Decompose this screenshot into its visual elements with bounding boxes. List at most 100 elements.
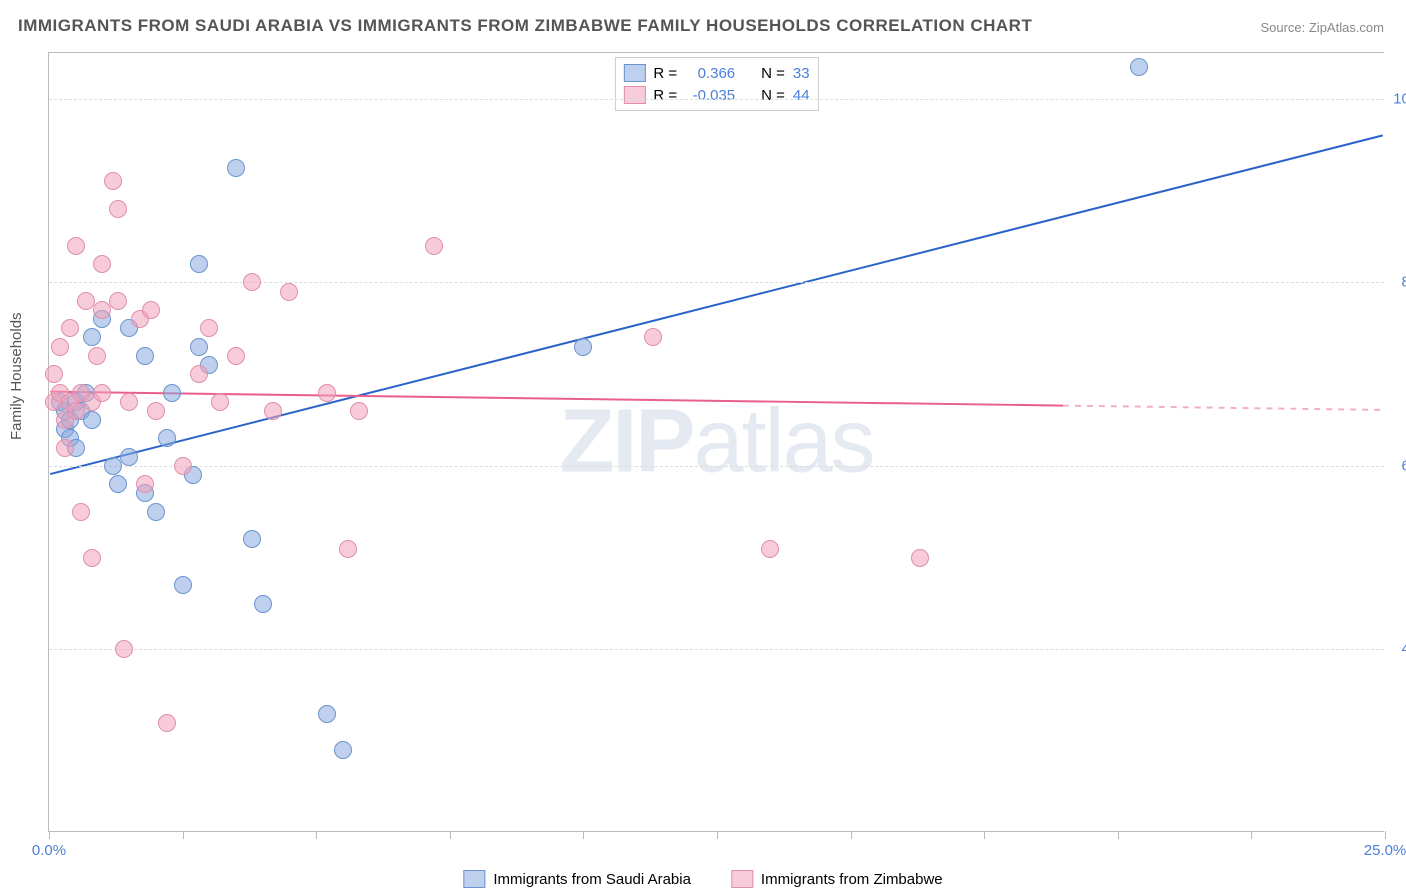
r-label: R = (653, 65, 677, 82)
point-zimbabwe (67, 402, 85, 420)
point-zimbabwe (136, 475, 154, 493)
point-zimbabwe (109, 292, 127, 310)
point-saudi (174, 576, 192, 594)
r-label: R = (653, 87, 677, 104)
n-label: N = (761, 65, 785, 82)
y-tick-label: 60.0% (1401, 457, 1406, 474)
point-zimbabwe (211, 393, 229, 411)
point-zimbabwe (243, 273, 261, 291)
watermark-atlas: atlas (693, 392, 873, 492)
point-saudi (334, 741, 352, 759)
point-saudi (1130, 58, 1148, 76)
regression-line (50, 135, 1383, 474)
regression-line-extrap (1063, 406, 1383, 410)
point-saudi (104, 457, 122, 475)
point-zimbabwe (318, 384, 336, 402)
swatch-zimbabwe-icon (731, 870, 753, 888)
point-zimbabwe (61, 319, 79, 337)
point-zimbabwe (51, 338, 69, 356)
point-zimbabwe (88, 347, 106, 365)
x-tick (717, 831, 718, 839)
legend-correlation: R = 0.366 N = 33 R = -0.035 N = 44 (614, 57, 818, 111)
r-value-saudi: 0.366 (685, 65, 735, 82)
point-zimbabwe (911, 549, 929, 567)
n-value-zimbabwe: 44 (793, 87, 810, 104)
point-saudi (158, 429, 176, 447)
x-tick (183, 831, 184, 839)
n-value-saudi: 33 (793, 65, 810, 82)
point-zimbabwe (83, 549, 101, 567)
legend-row-saudi: R = 0.366 N = 33 (623, 62, 809, 84)
point-saudi (227, 159, 245, 177)
point-zimbabwe (264, 402, 282, 420)
point-zimbabwe (147, 402, 165, 420)
swatch-saudi-icon (463, 870, 485, 888)
point-zimbabwe (158, 714, 176, 732)
point-zimbabwe (200, 319, 218, 337)
point-saudi (136, 347, 154, 365)
point-zimbabwe (115, 640, 133, 658)
source-attribution: Source: ZipAtlas.com (1260, 20, 1384, 35)
watermark: ZIPatlas (559, 391, 873, 494)
point-zimbabwe (72, 503, 90, 521)
point-zimbabwe (120, 393, 138, 411)
point-zimbabwe (227, 347, 245, 365)
point-zimbabwe (425, 237, 443, 255)
y-axis-label: Family Households (8, 312, 25, 440)
x-tick (1118, 831, 1119, 839)
point-zimbabwe (109, 200, 127, 218)
watermark-zip: ZIP (559, 392, 693, 492)
x-tick (1385, 831, 1386, 839)
regression-line (50, 392, 1063, 406)
x-tick (1251, 831, 1252, 839)
gridline-h (49, 99, 1384, 100)
point-saudi (190, 338, 208, 356)
point-zimbabwe (93, 255, 111, 273)
point-zimbabwe (280, 283, 298, 301)
x-tick (450, 831, 451, 839)
point-saudi (190, 255, 208, 273)
point-zimbabwe (45, 365, 63, 383)
point-zimbabwe (190, 365, 208, 383)
legend-series: Immigrants from Saudi Arabia Immigrants … (463, 870, 942, 888)
legend-item-saudi: Immigrants from Saudi Arabia (463, 870, 691, 888)
gridline-h (49, 649, 1384, 650)
legend-label-saudi: Immigrants from Saudi Arabia (493, 871, 691, 888)
point-zimbabwe (93, 384, 111, 402)
swatch-zimbabwe (623, 86, 645, 104)
x-tick (49, 831, 50, 839)
y-tick-label: 40.0% (1401, 641, 1406, 658)
x-tick (583, 831, 584, 839)
scatter-plot-area: ZIPatlas R = 0.366 N = 33 R = -0.035 N =… (48, 52, 1384, 832)
point-saudi (109, 475, 127, 493)
point-zimbabwe (104, 172, 122, 190)
point-saudi (120, 448, 138, 466)
point-zimbabwe (761, 540, 779, 558)
legend-label-zimbabwe: Immigrants from Zimbabwe (761, 871, 943, 888)
point-saudi (147, 503, 165, 521)
point-zimbabwe (644, 328, 662, 346)
swatch-saudi (623, 64, 645, 82)
n-label: N = (761, 87, 785, 104)
regression-lines-layer (49, 53, 1384, 831)
point-saudi (318, 705, 336, 723)
x-tick-label: 0.0% (32, 842, 66, 859)
source-name: ZipAtlas.com (1309, 20, 1384, 35)
point-saudi (254, 595, 272, 613)
legend-row-zimbabwe: R = -0.035 N = 44 (623, 84, 809, 106)
y-tick-label: 80.0% (1401, 274, 1406, 291)
point-saudi (83, 411, 101, 429)
r-value-zimbabwe: -0.035 (685, 87, 735, 104)
point-zimbabwe (56, 439, 74, 457)
legend-item-zimbabwe: Immigrants from Zimbabwe (731, 870, 943, 888)
point-zimbabwe (93, 301, 111, 319)
point-saudi (163, 384, 181, 402)
x-tick (316, 831, 317, 839)
point-zimbabwe (174, 457, 192, 475)
source-label: Source: (1260, 20, 1308, 35)
y-tick-label: 100.0% (1393, 90, 1406, 107)
x-tick (851, 831, 852, 839)
chart-title: IMMIGRANTS FROM SAUDI ARABIA VS IMMIGRAN… (18, 16, 1032, 36)
point-saudi (574, 338, 592, 356)
point-zimbabwe (142, 301, 160, 319)
